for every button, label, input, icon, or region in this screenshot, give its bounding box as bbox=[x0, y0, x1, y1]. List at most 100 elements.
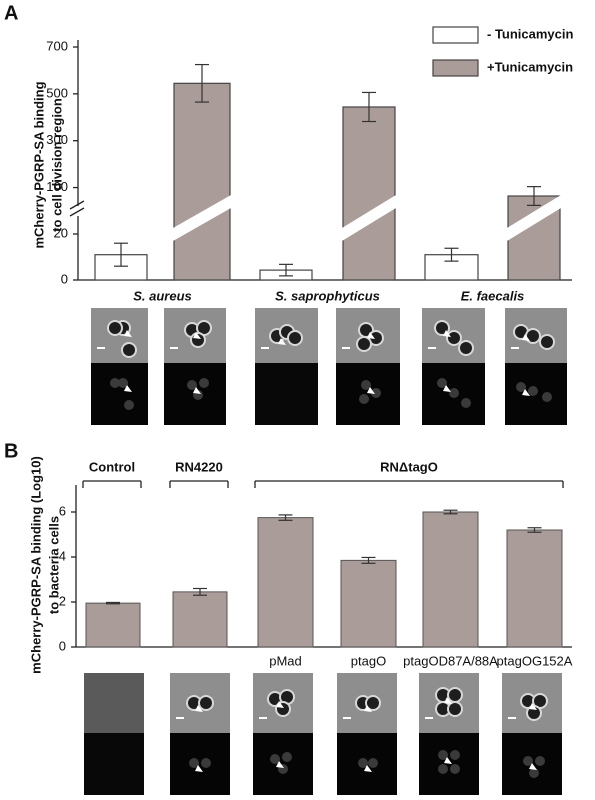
cell-signal bbox=[189, 758, 199, 768]
bar bbox=[506, 529, 563, 648]
y-tick-label: 500 bbox=[46, 85, 68, 100]
legend-label: +Tunicamycin bbox=[487, 59, 573, 74]
x-tick-label: ptagOG152A bbox=[497, 653, 573, 668]
bar bbox=[257, 517, 314, 648]
panel-letter: A bbox=[4, 2, 18, 24]
y-axis-label: to bacteria cells bbox=[46, 516, 61, 614]
cell bbox=[269, 693, 281, 705]
legend-swatch bbox=[432, 26, 479, 44]
cell-signal bbox=[529, 768, 539, 778]
x-tick-label: E. faecalis bbox=[461, 288, 525, 303]
phase-image bbox=[84, 673, 144, 733]
y-tick-label: 6 bbox=[59, 503, 66, 518]
cell-signal bbox=[523, 756, 533, 766]
cell-signal bbox=[438, 750, 448, 760]
cell bbox=[437, 703, 449, 715]
cell bbox=[200, 697, 212, 709]
bar bbox=[172, 591, 228, 648]
cell bbox=[541, 336, 553, 348]
fluorescence-image bbox=[170, 733, 230, 795]
cell-signal bbox=[437, 378, 447, 388]
axis-break-slash bbox=[173, 195, 231, 241]
x-tick-label: S. saprophyticus bbox=[275, 288, 380, 303]
phase-image bbox=[91, 308, 148, 363]
scale-bar bbox=[170, 347, 178, 349]
arrowhead bbox=[367, 387, 375, 394]
fluorescence-image bbox=[91, 363, 148, 425]
arrowhead bbox=[443, 330, 451, 337]
scale-bar bbox=[508, 717, 516, 719]
y-tick-label: 0 bbox=[59, 638, 66, 653]
cell bbox=[360, 324, 372, 336]
scale-bar bbox=[342, 347, 350, 349]
cell-signal bbox=[368, 758, 378, 768]
arrowhead bbox=[444, 757, 452, 764]
cell bbox=[367, 697, 379, 709]
cell-signal bbox=[449, 388, 459, 398]
arrowhead bbox=[124, 330, 132, 337]
x-tick-label: ptagOD87A/88A bbox=[403, 653, 498, 668]
arrowhead bbox=[529, 703, 537, 710]
cell-signal bbox=[118, 378, 128, 388]
arrowhead bbox=[529, 763, 537, 770]
cell-signal bbox=[199, 378, 209, 388]
cell-signal bbox=[528, 386, 538, 396]
scale-bar bbox=[428, 347, 436, 349]
cell bbox=[123, 344, 135, 356]
cell bbox=[109, 322, 121, 334]
scale-bar bbox=[261, 347, 269, 349]
arrowhead bbox=[367, 332, 375, 339]
bar bbox=[342, 106, 396, 281]
arrowhead bbox=[276, 761, 284, 768]
scale-bar bbox=[176, 717, 184, 719]
cell-signal bbox=[438, 764, 448, 774]
y-tick-label: 4 bbox=[59, 548, 66, 563]
y-axis-label: to cell division region bbox=[49, 98, 64, 232]
x-tick-label: pMad bbox=[269, 653, 302, 668]
cell-signal bbox=[535, 756, 545, 766]
panel-letter: B bbox=[4, 440, 18, 462]
arrowhead bbox=[193, 387, 201, 394]
arrowhead bbox=[364, 705, 372, 712]
y-tick-label: 20 bbox=[54, 225, 68, 240]
cell bbox=[460, 342, 472, 354]
scale-bar bbox=[259, 717, 267, 719]
axis-break bbox=[69, 200, 85, 210]
cell bbox=[449, 703, 461, 715]
y-axis-label: mCherry-PGRP-SA binding (Log10) bbox=[28, 456, 43, 674]
arrowhead bbox=[364, 765, 372, 772]
group-label: Control bbox=[89, 459, 135, 474]
y-tick-label: 300 bbox=[46, 132, 68, 147]
arrowhead bbox=[278, 338, 286, 345]
x-tick-label: ptagO bbox=[351, 653, 386, 668]
cell bbox=[448, 332, 460, 344]
cell-signal bbox=[371, 388, 381, 398]
cell-signal bbox=[450, 764, 460, 774]
scale-bar bbox=[425, 717, 433, 719]
arrowhead bbox=[195, 705, 203, 712]
arrowhead bbox=[124, 385, 132, 392]
group-label: RN4220 bbox=[175, 459, 223, 474]
arrowhead bbox=[443, 385, 451, 392]
cell bbox=[436, 322, 448, 334]
y-tick-label: 0 bbox=[61, 271, 68, 286]
legend-label: - Tunicamycin bbox=[487, 26, 574, 41]
bar bbox=[424, 254, 479, 281]
arrowhead bbox=[444, 697, 452, 704]
cell bbox=[437, 689, 449, 701]
cell-signal bbox=[450, 750, 460, 760]
cell-signal bbox=[270, 754, 280, 764]
axis-break-slash bbox=[342, 195, 396, 241]
axis-break-slash bbox=[507, 195, 561, 241]
arrowhead bbox=[193, 332, 201, 339]
cell bbox=[449, 689, 461, 701]
y-tick-label: 2 bbox=[59, 593, 66, 608]
axis-break bbox=[69, 207, 85, 217]
group-label: RNΔtagO bbox=[380, 459, 438, 474]
arrowhead bbox=[276, 701, 284, 708]
cell-signal bbox=[461, 398, 471, 408]
cell bbox=[522, 695, 534, 707]
bar bbox=[340, 559, 397, 648]
cell bbox=[370, 332, 382, 344]
